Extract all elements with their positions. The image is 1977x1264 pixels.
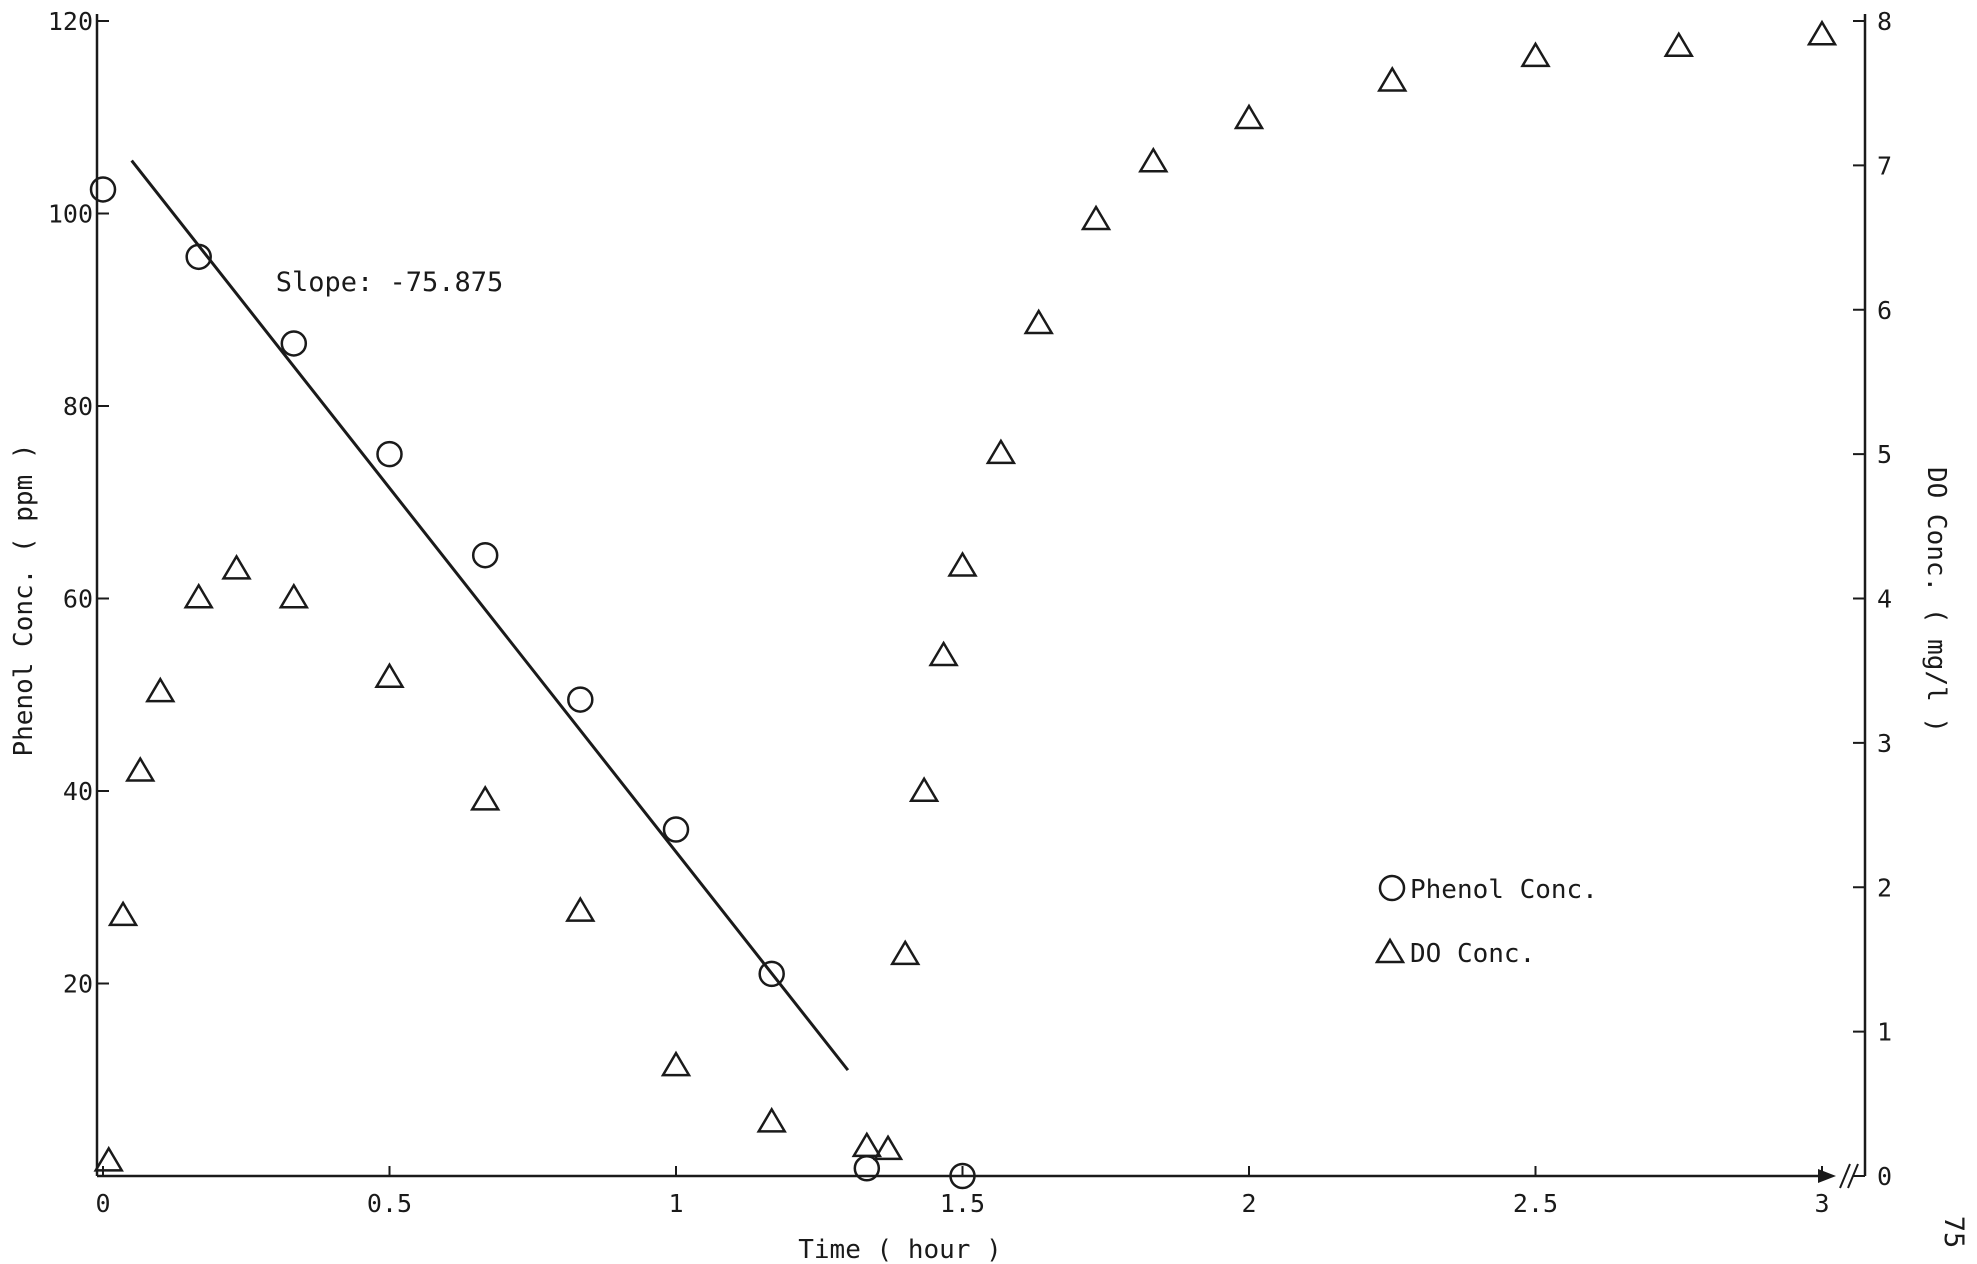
do-point xyxy=(851,1131,882,1158)
ticks: 0 0.5 1 1.5 2 2.5 3 20 40 60 80 100 120 0 1 2 3 4 5 6 7 8 xyxy=(48,7,1892,1218)
y-right-tick-label: 8 xyxy=(1877,7,1892,36)
do-point xyxy=(565,896,596,922)
y-right-tick-label: 1 xyxy=(1877,1018,1892,1047)
x-axis-title: Time ( hour ) xyxy=(798,1235,1002,1264)
phenol-point xyxy=(567,686,594,713)
do-point xyxy=(374,662,405,688)
do-point xyxy=(1233,103,1265,130)
x-tick-label: 2 xyxy=(1241,1189,1256,1218)
do-point xyxy=(1663,31,1694,58)
trend-line-group xyxy=(130,159,850,1072)
do-point xyxy=(93,1145,124,1172)
do-point xyxy=(890,939,921,966)
phenol-point xyxy=(376,440,403,468)
y-right-tick-label: 6 xyxy=(1877,296,1892,325)
do-point xyxy=(756,1106,787,1133)
do-point xyxy=(470,784,501,811)
y-right-tick-label: 2 xyxy=(1877,873,1892,902)
legend-phenol-marker xyxy=(1378,874,1406,902)
do-point xyxy=(947,551,978,577)
do-point xyxy=(107,900,139,927)
do-point xyxy=(985,438,1017,465)
phenol-point xyxy=(758,960,785,988)
do-point xyxy=(872,1134,904,1161)
page-number: 75 xyxy=(1938,1216,1969,1249)
y-right-tick-label: 0 xyxy=(1877,1162,1892,1191)
do-point xyxy=(1377,65,1408,92)
trend-line xyxy=(130,159,850,1072)
y-right-tick-label: 5 xyxy=(1877,440,1892,469)
x-axis-arrow xyxy=(1818,1169,1836,1183)
y-axis-right-title: DO Conc. ( mg/l ) xyxy=(1921,467,1951,733)
x-tick-label: 1.5 xyxy=(940,1189,985,1218)
x-tick-label: 0 xyxy=(95,1189,110,1218)
phenol-point xyxy=(662,816,690,843)
y-left-tick-label: 80 xyxy=(63,392,93,421)
y-left-tick-label: 60 xyxy=(63,585,93,614)
do-point xyxy=(1138,146,1169,173)
legend-do-label: DO Conc. xyxy=(1410,939,1535,969)
do-point xyxy=(125,756,156,782)
y-right-tick-label: 7 xyxy=(1877,151,1892,180)
do-point xyxy=(278,582,309,609)
do-point xyxy=(660,1050,692,1077)
y-axis-left-title: Phenol Conc. ( ppm ) xyxy=(9,443,39,756)
do-point xyxy=(928,640,959,667)
x-tick-label: 3 xyxy=(1814,1189,1829,1218)
phenol-point xyxy=(949,1162,976,1190)
legend-phenol-label: Phenol Conc. xyxy=(1410,875,1598,905)
series-0 xyxy=(89,176,976,1190)
axes xyxy=(95,14,1867,1189)
phenol-point xyxy=(471,541,499,569)
do-point xyxy=(1806,19,1838,46)
phenol-point xyxy=(280,330,308,357)
phenol-point xyxy=(185,243,212,271)
legend-do-marker xyxy=(1374,937,1406,964)
x-tick-label: 1 xyxy=(668,1189,683,1218)
do-point xyxy=(183,582,214,609)
data-points xyxy=(89,19,1838,1190)
x-tick-label: 2.5 xyxy=(1513,1189,1558,1218)
y-right-tick-label: 3 xyxy=(1877,729,1892,758)
y-left-tick-label: 20 xyxy=(63,970,93,999)
phenol-point xyxy=(89,176,117,203)
y-left-tick-label: 100 xyxy=(48,200,93,229)
y-left-tick-label: 120 xyxy=(48,7,93,36)
do-point xyxy=(221,553,252,580)
do-point xyxy=(1023,308,1054,335)
do-point xyxy=(908,776,940,803)
do-point xyxy=(1520,41,1551,68)
legend: Phenol Conc. DO Conc. xyxy=(1374,874,1598,969)
slope-annotation: Slope: -75.875 xyxy=(276,267,504,298)
y-left-tick-label: 40 xyxy=(63,777,93,806)
y-right-tick-label: 4 xyxy=(1877,585,1892,614)
series-1 xyxy=(93,19,1838,1172)
do-point xyxy=(145,676,176,703)
do-point xyxy=(1080,204,1112,231)
x-tick-label: 0.5 xyxy=(367,1189,412,1218)
